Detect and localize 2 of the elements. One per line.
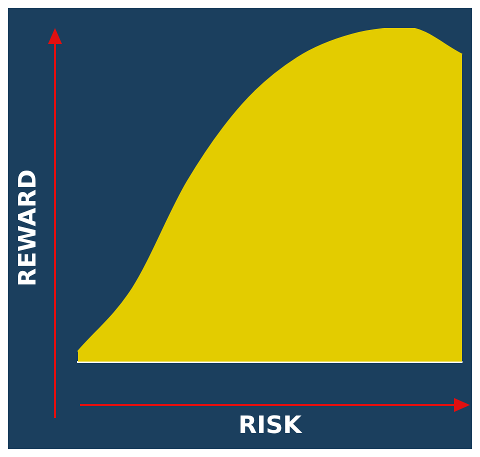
x-axis-title: RISK <box>238 410 304 439</box>
y-axis-title: REWARD <box>14 169 42 287</box>
